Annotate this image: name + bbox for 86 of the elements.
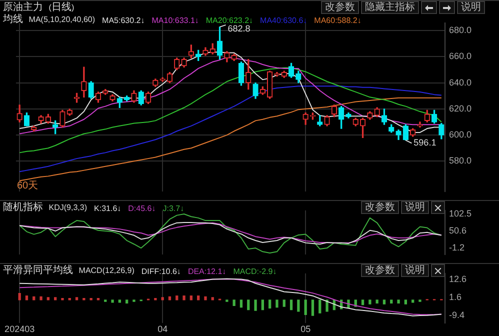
- bar: [376, 300, 378, 304]
- bar: [290, 300, 293, 310]
- bar: [254, 300, 257, 311]
- y-tick-label: 580.0: [449, 156, 472, 166]
- bar: [297, 300, 300, 312]
- series-label: K:31.6↓: [94, 204, 122, 213]
- chart-title: 随机指标 KDJ(9,3,3): [3, 200, 88, 214]
- y-tick-label: 680.0: [449, 25, 472, 36]
- bar: [268, 300, 272, 308]
- y-tick-label: 640.0: [449, 77, 472, 88]
- bar: [90, 298, 92, 300]
- bar: [282, 300, 286, 307]
- bar: [32, 296, 36, 300]
- y-tick-label: -1.2: [449, 242, 465, 253]
- bar: [276, 300, 278, 308]
- annotation: 改参数: [365, 202, 395, 213]
- text: MA60:588.2↓: [314, 16, 362, 25]
- text: MA10:633.1↓: [152, 16, 199, 25]
- bar: [154, 298, 157, 300]
- annotation: 596.1: [414, 138, 436, 148]
- text: MA40:630.6↓: [260, 16, 308, 25]
- bar: [40, 296, 42, 300]
- bar: [196, 296, 200, 300]
- x-tick-label: 04: [158, 324, 168, 334]
- bar: [182, 296, 186, 300]
- bar: [96, 298, 100, 300]
- bar: [168, 296, 172, 300]
- x-tick-label: 202403: [4, 324, 35, 334]
- bar: [82, 298, 86, 300]
- bar: [25, 296, 28, 300]
- series-label: DIFF:10.6↓: [141, 267, 181, 276]
- bar: [326, 300, 328, 312]
- text: 说明: [461, 2, 481, 13]
- y-tick-label: 12.6: [449, 274, 467, 284]
- annotation: 682.8: [228, 23, 250, 34]
- chart-title: 平滑异同平均线 MACD(12,26,9): [3, 264, 134, 277]
- y-tick-label: 620.0: [449, 103, 472, 114]
- annotation: 改参数: [365, 265, 395, 276]
- bar: [46, 297, 50, 300]
- bar: [318, 300, 322, 314]
- bar: [411, 300, 414, 303]
- bar: [204, 296, 207, 300]
- chart-title: 原油主力 (日线): [3, 0, 74, 14]
- y-tick-label: 50.6: [449, 226, 467, 236]
- bar: [247, 300, 250, 310]
- annotation: 说明: [405, 202, 425, 213]
- bar: [118, 300, 122, 303]
- text: MA5:630.2↓: [102, 16, 145, 25]
- series-label: DEA:12.1↓: [188, 267, 226, 276]
- y-tick-label: -9.4: [449, 310, 465, 320]
- text: MACD:-2.9↓: [233, 267, 277, 276]
- chart-subtitle: 均线 MA(5,10,20,40,60): [3, 12, 96, 26]
- x-tick-label: 05: [300, 324, 311, 334]
- annotation: 说明: [405, 265, 425, 276]
- bar: [54, 297, 57, 300]
- bar: [75, 297, 78, 300]
- y-tick-label: 102.5: [449, 208, 472, 219]
- bar: [161, 297, 164, 300]
- y-tick-label: 660.0: [449, 51, 472, 62]
- y-tick-label: 600.0: [449, 130, 472, 140]
- bar: [176, 296, 178, 300]
- bar: [304, 300, 307, 316]
- bar: [261, 300, 264, 310]
- y-tick-label: 1.6: [449, 292, 462, 302]
- bar: [382, 300, 386, 304]
- bar: [232, 300, 236, 306]
- text: MA20:623.2↓: [206, 16, 254, 25]
- annotation: 60天: [17, 180, 38, 192]
- bar: [125, 300, 128, 304]
- bar: [111, 300, 114, 303]
- series-label: J:3.7↓: [162, 204, 184, 213]
- bar: [368, 300, 372, 304]
- bar: [390, 300, 393, 304]
- bar: [397, 300, 400, 304]
- text: D:45.6↓: [128, 204, 156, 213]
- bar: [18, 293, 21, 300]
- bar: [404, 300, 408, 304]
- text: 改参数: [325, 2, 355, 13]
- bar: [361, 300, 364, 306]
- bar: [190, 296, 193, 300]
- bar: [61, 298, 64, 300]
- bar: [240, 300, 243, 308]
- text: 隐藏主指标: [365, 2, 415, 13]
- bar: [211, 297, 214, 300]
- bar: [311, 300, 314, 316]
- bar: [68, 298, 71, 300]
